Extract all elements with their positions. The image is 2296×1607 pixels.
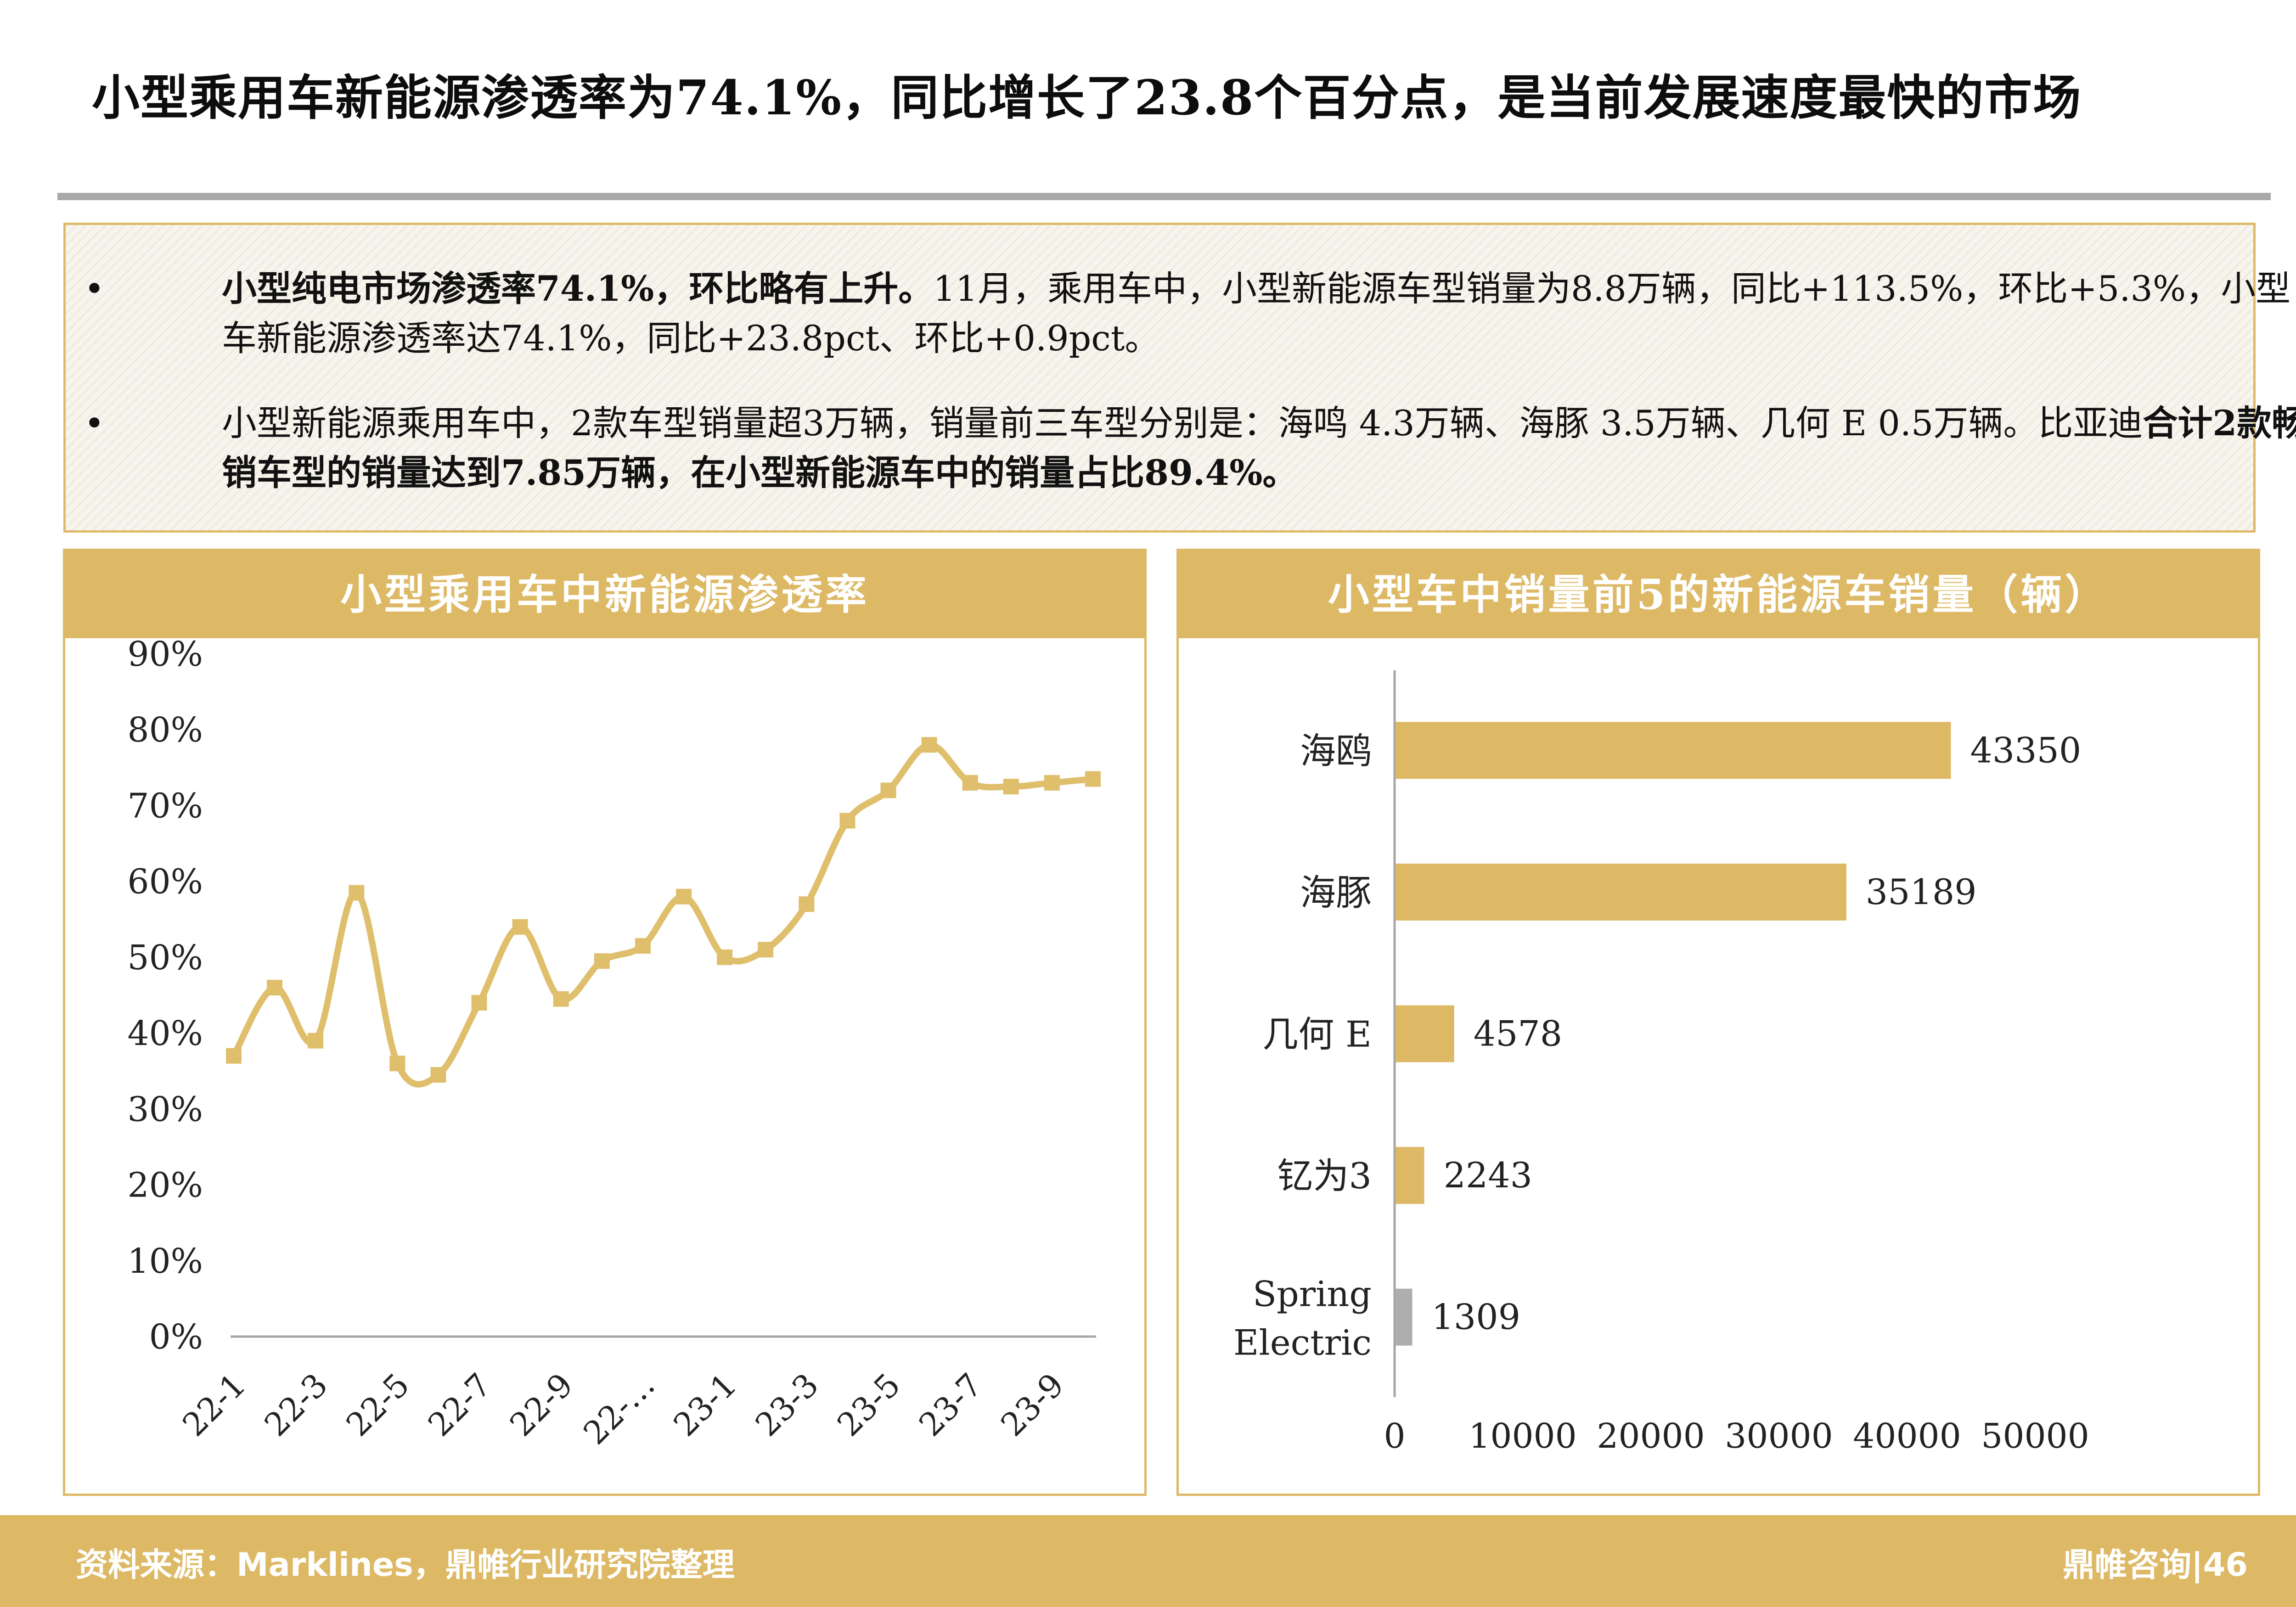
y-tick-label: 50% xyxy=(128,938,203,978)
y-tick-label: 0% xyxy=(149,1317,203,1357)
x-tick-label: 10000 xyxy=(1469,1416,1576,1456)
data-point-marker xyxy=(349,885,365,901)
bullet-1-highlight: 小型纯电市场渗透率74.1%，环比略有上升。 xyxy=(222,268,934,309)
x-tick-label: 22-… xyxy=(576,1366,662,1452)
x-tick-label: 23-7 xyxy=(912,1366,990,1444)
x-tick-label: 30000 xyxy=(1725,1416,1833,1456)
sales-bar xyxy=(1396,1288,1412,1346)
category-label: Spring xyxy=(1253,1274,1372,1315)
y-tick-label: 70% xyxy=(128,786,203,826)
category-label: 钇为3 xyxy=(1277,1156,1372,1197)
x-tick-label: 0 xyxy=(1384,1416,1405,1456)
bar-value-label: 35189 xyxy=(1866,871,1977,912)
data-point-marker xyxy=(267,979,283,995)
data-point-marker xyxy=(594,953,610,969)
sales-chart-panel: 小型车中销量前5的新能源车销量（辆） 43350 海鸥 35189 海豚 4578 几何 … xyxy=(1176,549,2260,1496)
sales-bar xyxy=(1396,863,1846,921)
y-tick-label: 90% xyxy=(128,635,203,674)
data-point-marker xyxy=(676,888,692,905)
data-point-marker xyxy=(962,775,978,791)
data-point-marker xyxy=(308,1033,324,1049)
source-note: 资料来源：Marklines，鼎帷行业研究院整理 xyxy=(76,1546,735,1584)
page-number: 鼎帷咨询|46 xyxy=(2063,1546,2248,1584)
data-point-marker xyxy=(880,782,896,798)
data-point-marker xyxy=(512,919,528,935)
x-tick-label: 22-3 xyxy=(257,1366,335,1444)
data-point-marker xyxy=(1044,775,1060,791)
bullet-dot: • xyxy=(84,268,105,309)
y-tick-label: 80% xyxy=(128,710,203,750)
data-point-marker xyxy=(1085,771,1101,787)
penetration-line-chart: 0%10%20%30%40%50%60%70%80%90%22-1 22-3 22-… xyxy=(128,635,1101,1452)
bar-value-label: 2243 xyxy=(1444,1155,1532,1196)
category-label: Electric xyxy=(1233,1322,1372,1363)
penetration-chart-title: 小型乘用车中新能源渗透率 xyxy=(65,551,1144,638)
summary-box: • 小型纯电市场渗透率74.1%，环比略有上升。11月，乘用车中，小型新能源车型… xyxy=(63,223,2296,533)
bullet-2-text: 小型新能源乘用车中，2款车型销量超3万辆，销量前三车型分别是：海鸣 4.3万辆、… xyxy=(222,403,2143,444)
data-point-marker xyxy=(921,737,937,753)
bullet-1-text: 11月，乘用车中，小型新能源车型销量为8.8万辆，同比+113.5%，环比+5.… xyxy=(222,268,2291,359)
category-label: 几何 E xyxy=(1262,1014,1372,1056)
title-divider xyxy=(57,193,2271,200)
data-point-marker xyxy=(799,896,815,912)
data-point-marker xyxy=(717,949,733,965)
sales-bar xyxy=(1396,1147,1424,1204)
data-point-marker xyxy=(226,1048,242,1064)
footer-bar: 资料来源：Marklines，鼎帷行业研究院整理 鼎帷咨询|46 xyxy=(0,1515,2296,1607)
y-tick-label: 60% xyxy=(128,862,203,902)
data-point-marker xyxy=(553,991,569,1007)
x-tick-label: 20000 xyxy=(1597,1416,1705,1456)
bar-value-label: 43350 xyxy=(1970,730,2081,770)
x-tick-label: 22-5 xyxy=(339,1366,416,1444)
y-tick-label: 40% xyxy=(128,1014,203,1053)
x-tick-label: 23-1 xyxy=(666,1366,744,1444)
category-label: 海豚 xyxy=(1300,872,1372,914)
data-point-marker xyxy=(758,942,774,958)
penetration-chart-panel: 小型乘用车中新能源渗透率 0% 10% 20% 30% 40% 50% 60% 70% 80% 9… xyxy=(63,549,1147,1496)
x-tick-label: 50000 xyxy=(1981,1416,2089,1456)
data-point-marker xyxy=(471,995,487,1011)
x-tick-label: 22-1 xyxy=(175,1366,253,1444)
data-point-marker xyxy=(430,1067,446,1083)
x-tick-label: 23-9 xyxy=(994,1366,1071,1444)
data-point-marker xyxy=(839,813,855,829)
x-tick-label: 40000 xyxy=(1853,1416,1961,1456)
y-tick-label: 20% xyxy=(128,1166,203,1205)
bar-value-label: 4578 xyxy=(1474,1013,1562,1054)
penetration-series-line xyxy=(231,742,1096,1088)
sales-bar xyxy=(1396,1005,1454,1062)
y-tick-label: 30% xyxy=(128,1090,203,1129)
x-tick-label: 23-3 xyxy=(748,1366,826,1444)
x-tick-label: 23-5 xyxy=(830,1366,907,1444)
sales-chart-title: 小型车中销量前5的新能源车销量（辆） xyxy=(1179,551,2258,638)
y-tick-label: 10% xyxy=(128,1242,203,1281)
x-tick-label: 22-9 xyxy=(503,1366,580,1444)
data-point-marker xyxy=(635,938,651,954)
page-title: 小型乘用车新能源渗透率为74.1%，同比增长了23.8个百分点，是当前发展速度最… xyxy=(92,69,2082,126)
sales-bar xyxy=(1396,722,1951,779)
bullet-2-highlight: 合计2款畅销车型的销量达到7.85万辆，在小型新能源车中的销量占比89.4%。 xyxy=(222,403,2296,493)
bar-value-label: 1309 xyxy=(1432,1297,1520,1337)
x-tick-label: 22-7 xyxy=(421,1366,498,1444)
bullet-dot: • xyxy=(84,403,105,444)
data-point-marker xyxy=(389,1056,405,1072)
data-point-marker xyxy=(1003,779,1019,795)
category-label: 海鸥 xyxy=(1300,730,1372,772)
sales-bar-chart: 43350 海鸥 35189 海豚 4578 几何 E 2243 钇为3 1309 Spring E… xyxy=(1233,670,2089,1456)
